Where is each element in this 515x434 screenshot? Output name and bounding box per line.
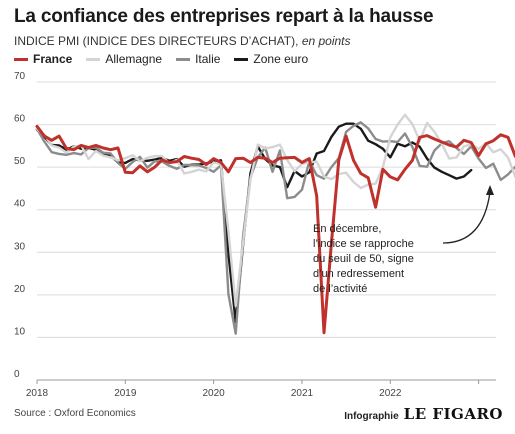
y-tick-label: 50 xyxy=(14,156,26,167)
y-tick-label: 20 xyxy=(14,284,26,295)
legend-item-allemagne: Allemagne xyxy=(86,52,162,66)
subtitle-main: INDICE PMI (INDICE DES DIRECTEURS D’ACHA… xyxy=(14,34,299,48)
legend-item-zone-euro: Zone euro xyxy=(234,52,308,66)
x-tick-label: 2018 xyxy=(26,388,49,399)
series-line-italie xyxy=(35,121,515,335)
source-note: Source : Oxford Economics xyxy=(14,408,136,419)
legend-swatch xyxy=(86,57,101,61)
annotation-text: En décembre, l’indice se rapproche du se… xyxy=(313,223,414,295)
legend-label: France xyxy=(33,52,73,66)
annotation-arrow xyxy=(442,191,491,244)
legend-swatch xyxy=(234,57,249,61)
legend-label: Italie xyxy=(195,52,221,66)
y-tick-label: 70 xyxy=(14,71,26,82)
chart-subtitle: INDICE PMI (INDICE DES DIRECTEURS D’ACHA… xyxy=(14,34,351,48)
legend-label: Allemagne xyxy=(105,52,163,66)
legend-swatch xyxy=(14,57,28,61)
credit-label: Infographie xyxy=(344,411,399,422)
x-tick-label: 2022 xyxy=(379,388,402,399)
brand-logo: LE FIGARO xyxy=(403,405,503,423)
y-tick-label: 0 xyxy=(14,369,20,380)
subtitle-unit: en points xyxy=(301,34,351,48)
annotation-arrowhead xyxy=(486,185,494,195)
y-tick-label: 10 xyxy=(14,326,26,337)
y-tick-label: 40 xyxy=(14,199,26,210)
y-tick-label: 60 xyxy=(14,114,26,125)
x-tick-label: 2020 xyxy=(203,388,226,399)
legend-item-italie: Italie xyxy=(176,52,220,66)
x-tick-label: 2019 xyxy=(114,388,137,399)
legend-label: Zone euro xyxy=(253,52,309,66)
legend-swatch xyxy=(176,57,191,61)
series-line-france xyxy=(35,124,515,335)
x-tick-label: 2021 xyxy=(291,388,314,399)
legend: France Allemagne Italie Zone euro xyxy=(14,52,322,66)
legend-item-france: France xyxy=(14,52,72,66)
y-tick-label: 30 xyxy=(14,241,26,252)
credit: Infographie LE FIGARO xyxy=(344,405,503,423)
chart-title: La confiance des entreprises repart à la… xyxy=(14,6,434,27)
